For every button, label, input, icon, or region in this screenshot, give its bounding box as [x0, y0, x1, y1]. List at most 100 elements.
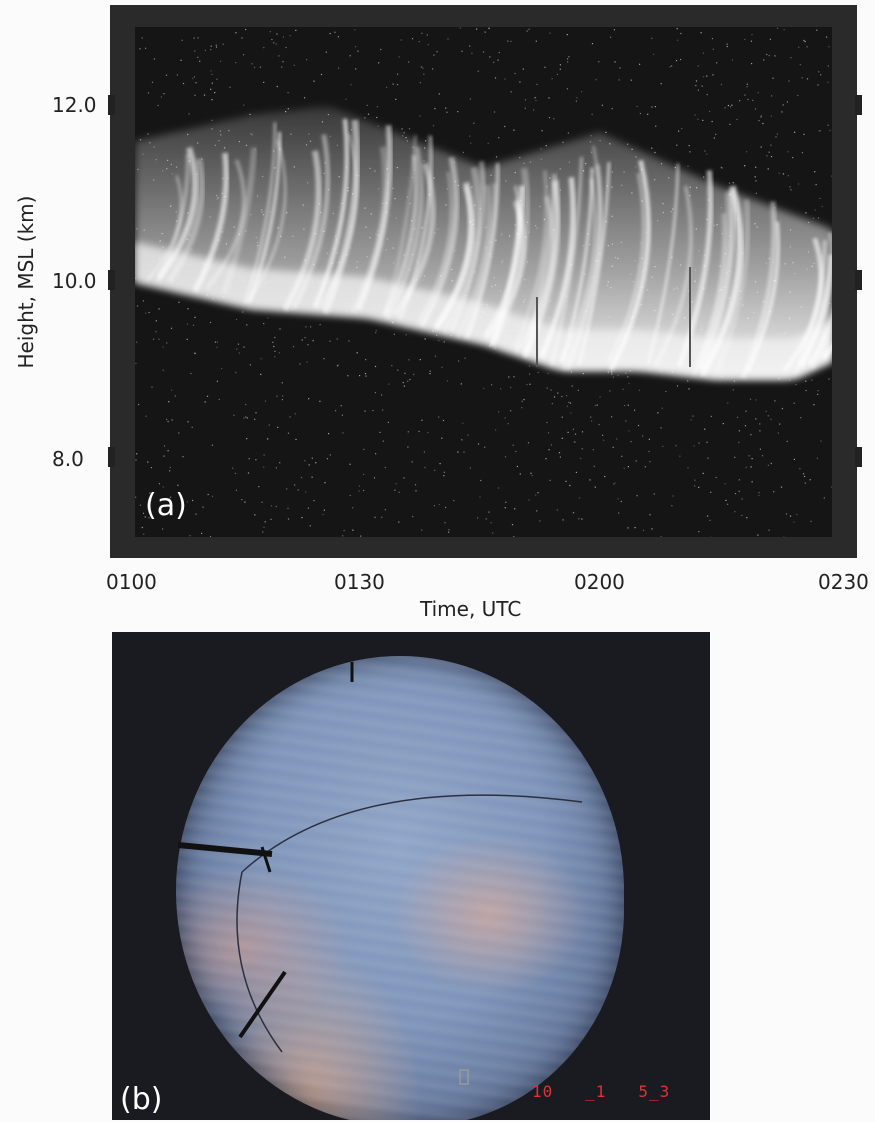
- noise-speck: [285, 46, 287, 49]
- noise-speck: [210, 45, 212, 47]
- noise-speck: [687, 165, 689, 167]
- noise-speck: [151, 386, 153, 388]
- noise-speck: [559, 64, 561, 66]
- noise-speck: [174, 395, 176, 397]
- noise-speck: [295, 438, 297, 441]
- noise-speck: [826, 36, 828, 38]
- noise-speck: [746, 83, 748, 85]
- noise-speck: [186, 338, 188, 340]
- noise-speck: [738, 490, 740, 492]
- noise-speck: [279, 328, 281, 330]
- noise-speck: [780, 486, 783, 488]
- noise-speck: [392, 83, 394, 85]
- noise-speck: [817, 217, 820, 219]
- noise-speck: [194, 50, 196, 52]
- noise-speck: [814, 171, 816, 173]
- noise-speck: [301, 517, 303, 519]
- noise-speck: [469, 98, 471, 100]
- noise-speck: [800, 417, 802, 419]
- noise-speck: [611, 108, 613, 110]
- noise-speck: [644, 466, 646, 468]
- noise-speck: [407, 446, 409, 448]
- noise-speck: [376, 116, 378, 119]
- fall-streak: [694, 191, 732, 371]
- noise-speck: [236, 348, 238, 350]
- noise-speck: [480, 479, 482, 482]
- fall-streak: [562, 145, 602, 371]
- noise-speck: [366, 104, 368, 106]
- noise-speck: [192, 499, 194, 502]
- noise-speck: [203, 94, 206, 96]
- noise-speck: [422, 67, 424, 69]
- noise-speck: [364, 373, 367, 375]
- noise-speck: [504, 456, 507, 458]
- noise-speck: [616, 438, 618, 440]
- noise-speck: [733, 380, 735, 382]
- noise-speck: [201, 532, 203, 534]
- noise-speck: [268, 424, 270, 426]
- noise-speck: [477, 70, 479, 72]
- x-tick-label: 0230: [818, 570, 869, 594]
- fall-streak: [577, 162, 611, 366]
- noise-speck: [831, 486, 832, 488]
- noise-speck: [755, 418, 757, 420]
- noise-speck: [775, 136, 777, 138]
- noise-speck: [598, 424, 600, 426]
- noise-speck: [621, 455, 623, 457]
- noise-speck: [599, 396, 601, 398]
- noise-speck: [236, 318, 238, 321]
- noise-speck: [275, 43, 277, 45]
- noise-speck: [403, 132, 405, 134]
- fall-streak: [355, 125, 393, 311]
- noise-speck: [745, 466, 747, 468]
- fall-streak: [521, 173, 558, 356]
- noise-speck: [342, 432, 344, 434]
- noise-speck: [326, 458, 328, 460]
- noise-speck: [343, 530, 345, 532]
- noise-speck: [445, 506, 447, 509]
- noise-speck: [575, 471, 577, 473]
- noise-speck: [727, 104, 729, 107]
- noise-speck: [767, 415, 769, 417]
- lidar-backscatter-plot: [135, 27, 832, 537]
- noise-speck: [581, 431, 584, 433]
- noise-speck: [526, 30, 528, 32]
- noise-speck: [308, 398, 310, 400]
- noise-speck: [162, 346, 164, 348]
- noise-speck: [372, 410, 374, 412]
- noise-speck: [820, 74, 822, 76]
- noise-speck: [356, 352, 358, 354]
- noise-speck: [536, 510, 538, 512]
- fall-streak: [465, 163, 500, 339]
- noise-speck: [214, 341, 216, 343]
- noise-speck: [642, 529, 645, 531]
- noise-speck: [530, 472, 532, 474]
- noise-speck: [424, 466, 426, 469]
- noise-speck: [413, 373, 415, 376]
- fall-streaks: [145, 118, 832, 379]
- noise-speck: [610, 36, 612, 38]
- noise-speck: [319, 324, 321, 326]
- noise-speck: [352, 529, 354, 531]
- noise-speck: [214, 92, 216, 94]
- noise-speck: [400, 39, 402, 41]
- noise-speck: [736, 416, 739, 418]
- noise-speck: [355, 68, 357, 70]
- noise-speck: [738, 479, 740, 481]
- noise-speck: [558, 452, 561, 454]
- noise-speck: [444, 522, 446, 524]
- noise-speck: [207, 493, 209, 496]
- noise-speck: [151, 81, 154, 83]
- noise-speck: [139, 48, 141, 50]
- noise-speck: [349, 494, 351, 497]
- noise-speck: [706, 441, 708, 443]
- noise-speck: [282, 61, 284, 63]
- noise-speck: [752, 99, 754, 101]
- noise-speck: [319, 400, 321, 402]
- noise-speck: [592, 449, 594, 451]
- noise-speck: [374, 516, 376, 518]
- noise-speck: [469, 135, 471, 137]
- noise-speck: [797, 183, 800, 185]
- noise-speck: [135, 362, 137, 364]
- noise-speck: [495, 429, 497, 431]
